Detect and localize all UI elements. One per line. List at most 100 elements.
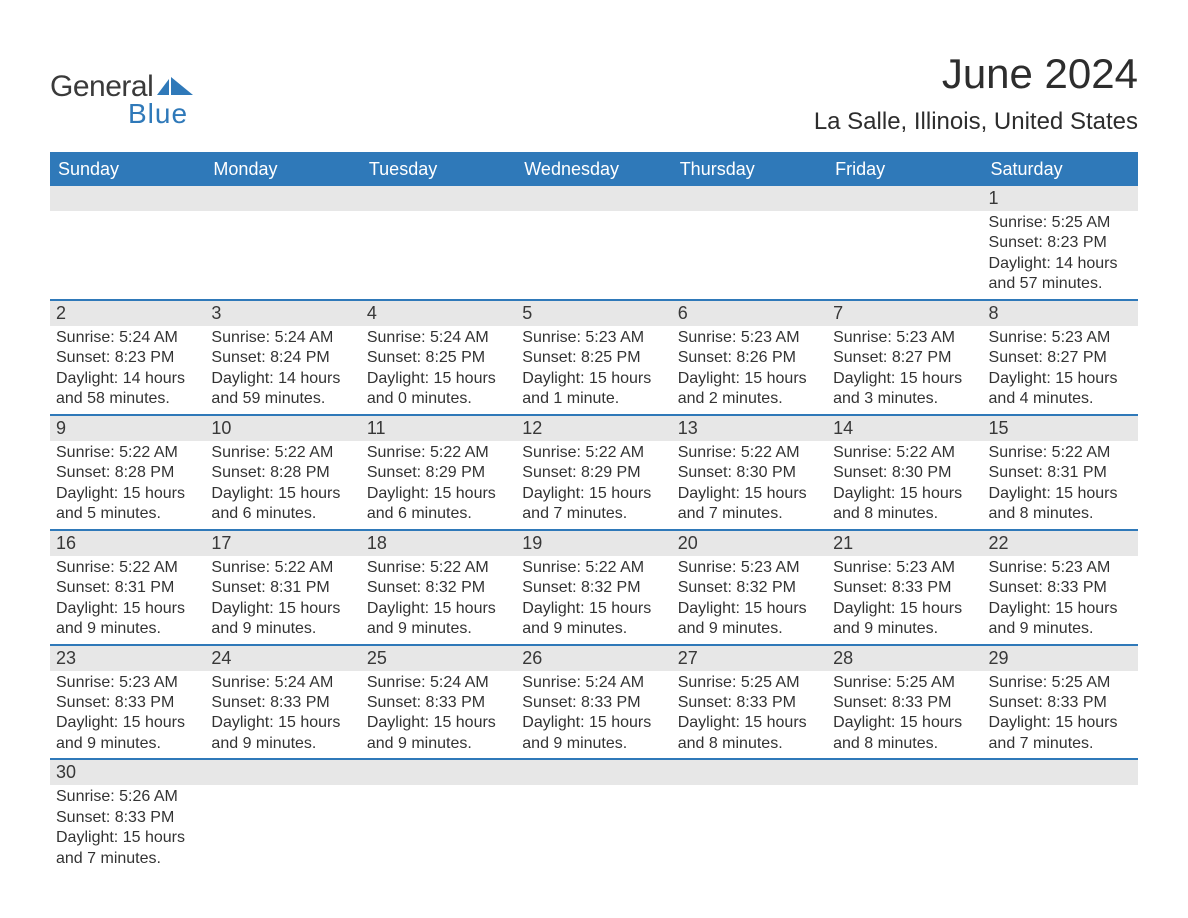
week-date-row: 30 — [50, 759, 1138, 785]
day-date: 7 — [827, 300, 982, 326]
day-date: 25 — [361, 645, 516, 671]
day-date: 5 — [516, 300, 671, 326]
day-details: Sunrise: 5:25 AMSunset: 8:33 PMDaylight:… — [983, 671, 1138, 760]
empty-day-date — [827, 186, 982, 211]
day-details: Sunrise: 5:25 AMSunset: 8:33 PMDaylight:… — [672, 671, 827, 760]
sunset-text: Sunset: 8:27 PM — [989, 348, 1132, 368]
daylight-text: and 9 minutes. — [367, 619, 510, 639]
day-date: 2 — [50, 300, 205, 326]
daylight-text: and 57 minutes. — [989, 274, 1132, 294]
day-date: 24 — [205, 645, 360, 671]
daylight-text: Daylight: 15 hours — [211, 484, 354, 504]
sunset-text: Sunset: 8:27 PM — [833, 348, 976, 368]
sunset-text: Sunset: 8:25 PM — [367, 348, 510, 368]
daylight-text: Daylight: 15 hours — [833, 369, 976, 389]
day-details: Sunrise: 5:22 AMSunset: 8:28 PMDaylight:… — [50, 441, 205, 530]
calendar-table: Sunday Monday Tuesday Wednesday Thursday… — [50, 152, 1138, 873]
day-details: Sunrise: 5:23 AMSunset: 8:33 PMDaylight:… — [50, 671, 205, 760]
daylight-text: Daylight: 15 hours — [367, 599, 510, 619]
empty-day-date — [50, 186, 205, 211]
daylight-text: Daylight: 15 hours — [56, 828, 199, 848]
sunset-text: Sunset: 8:30 PM — [833, 463, 976, 483]
weekday-header: Wednesday — [516, 153, 671, 187]
empty-day-date — [516, 186, 671, 211]
logo-text-blue: Blue — [128, 98, 193, 130]
sunrise-text: Sunrise: 5:23 AM — [678, 558, 821, 578]
daylight-text: Daylight: 15 hours — [678, 369, 821, 389]
day-details: Sunrise: 5:23 AMSunset: 8:32 PMDaylight:… — [672, 556, 827, 645]
sunset-text: Sunset: 8:33 PM — [833, 578, 976, 598]
sunrise-text: Sunrise: 5:24 AM — [211, 328, 354, 348]
day-date: 21 — [827, 530, 982, 556]
day-date: 17 — [205, 530, 360, 556]
day-date: 27 — [672, 645, 827, 671]
daylight-text: and 9 minutes. — [211, 619, 354, 639]
sunset-text: Sunset: 8:23 PM — [56, 348, 199, 368]
day-details: Sunrise: 5:24 AMSunset: 8:25 PMDaylight:… — [361, 326, 516, 415]
week-content-row: Sunrise: 5:24 AMSunset: 8:23 PMDaylight:… — [50, 326, 1138, 415]
week-date-row: 1 — [50, 186, 1138, 211]
sunrise-text: Sunrise: 5:24 AM — [522, 673, 665, 693]
day-date: 1 — [983, 186, 1138, 211]
week-date-row: 9101112131415 — [50, 415, 1138, 441]
weekday-header: Monday — [205, 153, 360, 187]
day-date: 19 — [516, 530, 671, 556]
daylight-text: Daylight: 15 hours — [522, 369, 665, 389]
sunrise-text: Sunrise: 5:22 AM — [678, 443, 821, 463]
sunset-text: Sunset: 8:31 PM — [989, 463, 1132, 483]
daylight-text: and 5 minutes. — [56, 504, 199, 524]
day-details: Sunrise: 5:22 AMSunset: 8:31 PMDaylight:… — [983, 441, 1138, 530]
day-date: 29 — [983, 645, 1138, 671]
sunrise-text: Sunrise: 5:22 AM — [522, 558, 665, 578]
daylight-text: Daylight: 15 hours — [989, 369, 1132, 389]
week-content-row: Sunrise: 5:25 AMSunset: 8:23 PMDaylight:… — [50, 211, 1138, 300]
sunset-text: Sunset: 8:29 PM — [367, 463, 510, 483]
daylight-text: Daylight: 15 hours — [367, 369, 510, 389]
daylight-text: and 9 minutes. — [211, 734, 354, 754]
daylight-text: and 59 minutes. — [211, 389, 354, 409]
sunrise-text: Sunrise: 5:23 AM — [56, 673, 199, 693]
week-date-row: 16171819202122 — [50, 530, 1138, 556]
day-date: 16 — [50, 530, 205, 556]
daylight-text: and 8 minutes. — [678, 734, 821, 754]
day-date: 3 — [205, 300, 360, 326]
sunrise-text: Sunrise: 5:23 AM — [989, 328, 1132, 348]
sunset-text: Sunset: 8:25 PM — [522, 348, 665, 368]
sunrise-text: Sunrise: 5:23 AM — [833, 558, 976, 578]
day-date: 9 — [50, 415, 205, 441]
daylight-text: and 8 minutes. — [833, 504, 976, 524]
day-date: 22 — [983, 530, 1138, 556]
empty-day-date — [205, 186, 360, 211]
sunrise-text: Sunrise: 5:24 AM — [367, 328, 510, 348]
sunset-text: Sunset: 8:32 PM — [678, 578, 821, 598]
empty-day-date — [983, 759, 1138, 785]
daylight-text: Daylight: 14 hours — [989, 254, 1132, 274]
day-details: Sunrise: 5:25 AMSunset: 8:23 PMDaylight:… — [983, 211, 1138, 300]
sunset-text: Sunset: 8:26 PM — [678, 348, 821, 368]
day-date: 4 — [361, 300, 516, 326]
sunrise-text: Sunrise: 5:22 AM — [833, 443, 976, 463]
empty-day-content — [516, 785, 671, 873]
sunset-text: Sunset: 8:32 PM — [522, 578, 665, 598]
day-date: 15 — [983, 415, 1138, 441]
daylight-text: Daylight: 15 hours — [211, 599, 354, 619]
daylight-text: and 6 minutes. — [367, 504, 510, 524]
page: General Blue June 2024 La Salle, Illinoi… — [0, 0, 1188, 918]
week-date-row: 2345678 — [50, 300, 1138, 326]
sunrise-text: Sunrise: 5:25 AM — [989, 213, 1132, 233]
empty-day-date — [205, 759, 360, 785]
empty-day-date — [361, 759, 516, 785]
sunset-text: Sunset: 8:31 PM — [56, 578, 199, 598]
calendar-body: 1 Sunrise: 5:25 AMSunset: 8:23 PMDayligh… — [50, 186, 1138, 873]
day-details: Sunrise: 5:22 AMSunset: 8:28 PMDaylight:… — [205, 441, 360, 530]
daylight-text: and 4 minutes. — [989, 389, 1132, 409]
empty-day-content — [205, 211, 360, 300]
logo: General Blue — [50, 70, 193, 130]
daylight-text: Daylight: 15 hours — [56, 599, 199, 619]
day-details: Sunrise: 5:23 AMSunset: 8:25 PMDaylight:… — [516, 326, 671, 415]
empty-day-date — [361, 186, 516, 211]
sunrise-text: Sunrise: 5:22 AM — [989, 443, 1132, 463]
daylight-text: Daylight: 15 hours — [522, 484, 665, 504]
sunrise-text: Sunrise: 5:24 AM — [56, 328, 199, 348]
day-date: 10 — [205, 415, 360, 441]
